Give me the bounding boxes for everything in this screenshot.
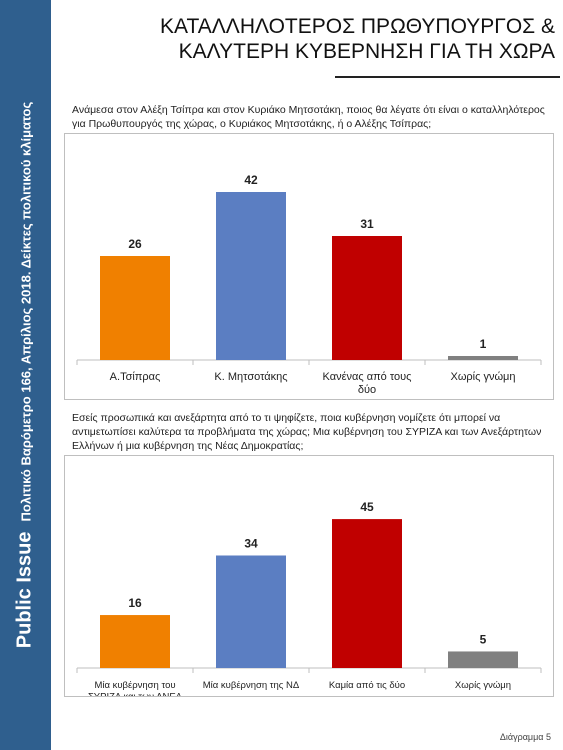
question-2-text: Εσείς προσωπικά και ανεξάρτητα από το τι… xyxy=(72,412,542,453)
chart-1-category-label: Κ. Μητσοτάκης xyxy=(214,371,287,383)
chart-2-bar xyxy=(332,519,402,668)
chart-1-category-label: Χωρίς γνώμη xyxy=(450,371,515,383)
brand-label: Public Issue xyxy=(13,531,36,649)
figure-number: Διάγραμμα 5 xyxy=(499,732,551,742)
question-1-text: Ανάμεσα στον Αλέξη Τσίπρα και στον Κυριά… xyxy=(72,104,545,131)
chart-1-bar xyxy=(448,356,518,360)
chart-1-value-label: 1 xyxy=(480,337,487,351)
chart-1-value-label: 42 xyxy=(244,173,258,187)
sidebar-text: Public Issue Πολιτικό Βαρόμετρο 166, Απρ… xyxy=(14,102,37,648)
chart-2-bar xyxy=(216,555,286,668)
title-underline xyxy=(335,76,560,78)
sidebar: Public Issue Πολιτικό Βαρόμετρο 166, Απρ… xyxy=(0,0,51,750)
chart-2-bar xyxy=(100,615,170,668)
chart-2-bar xyxy=(448,651,518,668)
chart-1-category-label: Α.Τσίπρας xyxy=(110,371,161,383)
chart-1-value-label: 31 xyxy=(360,217,374,231)
chart-2-value-label: 34 xyxy=(244,536,258,550)
title-line-1: ΚΑΤΑΛΛΗΛΟΤΕΡΟΣ ΠΡΩΘΥΠΟΥΡΓΟΣ & xyxy=(160,15,555,38)
chart-1-bar xyxy=(216,192,286,360)
chart-1-panel: 26 Α.Τσίπρας 42 Κ. Μητσοτάκης 31 Κανένας από … xyxy=(64,133,554,400)
survey-subtitle: Πολιτικό Βαρόμετρο 166, Απρίλιος 2018. Δ… xyxy=(18,101,34,522)
chart-1-value-label: 26 xyxy=(128,237,142,251)
title-line-2: ΚΑΛΥΤΕΡΗ ΚΥΒΕΡΝΗΣΗ ΓΙΑ ΤΗ ΧΩΡΑ xyxy=(178,40,555,64)
chart-2-value-label: 5 xyxy=(480,632,487,646)
page-title: ΚΑΤΑΛΛΗΛΟΤΕΡΟΣ ΠΡΩΘΥΠΟΥΡΓΟΣ & ΚΑΛΥΤΕΡΗ Κ… xyxy=(75,14,555,64)
chart-1: 26 Α.Τσίπρας 42 Κ. Μητσοτάκης 31 Κανένας από … xyxy=(76,173,542,396)
chart-2-value-label: 45 xyxy=(360,500,374,514)
chart-2-value-label: 16 xyxy=(128,596,142,610)
chart-1-category-label: Κανένας από τους δύο xyxy=(323,371,412,396)
chart-1-bar xyxy=(100,256,170,360)
chart-2-category-label: Χωρίς γνώμη xyxy=(455,680,511,691)
chart-2-category-label: Καμία από τις δύο xyxy=(329,680,405,691)
chart-2-category-label: Μία κυβέρνηση της ΝΔ xyxy=(203,680,300,691)
chart-1-bar xyxy=(332,236,402,360)
